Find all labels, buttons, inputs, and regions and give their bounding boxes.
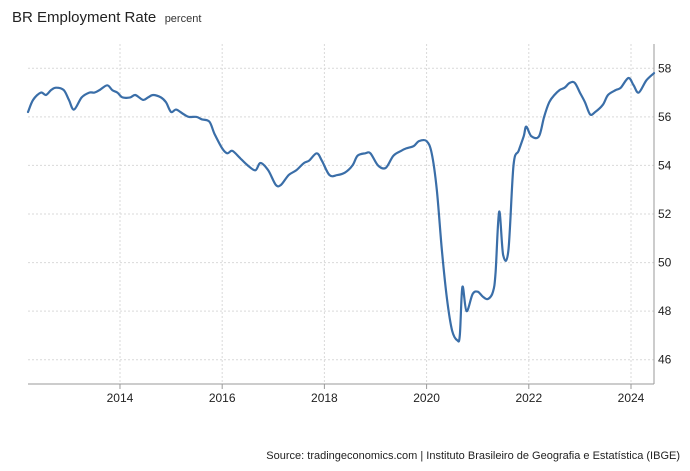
x-tick-label-2020: 2020 [413, 391, 440, 405]
x-tick-label-2014: 2014 [107, 391, 134, 405]
y-tick-label-50: 50 [658, 256, 672, 270]
y-tick-label-54: 54 [658, 158, 672, 172]
y-tick-label-48: 48 [658, 304, 672, 318]
x-tick-label-2016: 2016 [209, 391, 236, 405]
y-tick-label-58: 58 [658, 61, 672, 75]
grid-lines [28, 44, 654, 384]
chart-title: BR Employment Rate [12, 9, 157, 26]
series-layer [26, 72, 656, 343]
x-tick-label-2022: 2022 [515, 391, 542, 405]
y-tick-label-46: 46 [658, 353, 672, 367]
source-note: Source: tradingeconomics.com | Instituto… [266, 450, 680, 462]
tick-labels: 46 48 50 52 54 56 58 2014 2016 2018 2020 2022 2024 [107, 61, 672, 405]
x-tick-label-2024: 2024 [618, 391, 645, 405]
y-tick-label-52: 52 [658, 207, 672, 221]
y-tick-label-56: 56 [658, 110, 672, 124]
axes [28, 44, 655, 389]
employment-rate-line [26, 72, 656, 343]
x-tick-label-2018: 2018 [311, 391, 338, 405]
chart-header: BR Employment Rate percent [12, 9, 201, 27]
chart-subtitle: percent [164, 13, 202, 25]
